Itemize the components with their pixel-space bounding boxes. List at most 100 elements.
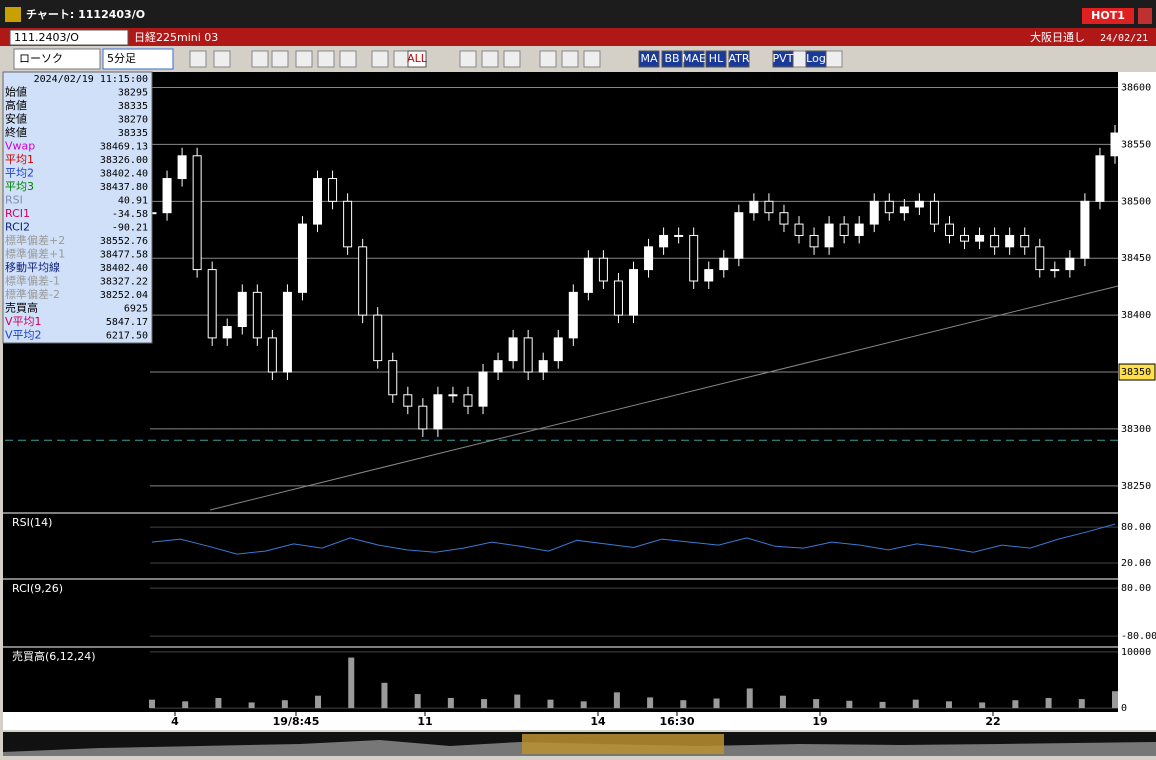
interval-select[interactable] bbox=[102, 48, 174, 70]
volume-bar bbox=[945, 701, 952, 709]
tool-icon[interactable] bbox=[271, 50, 289, 68]
info-label: 高値 bbox=[5, 98, 27, 112]
interval-select-text[interactable]: 5分足 bbox=[107, 52, 136, 65]
volume-bar bbox=[979, 702, 986, 709]
info-value: 38437.80 bbox=[100, 182, 148, 193]
tool-icon[interactable] bbox=[317, 50, 335, 68]
candle-body bbox=[463, 394, 473, 407]
volume-bar bbox=[1112, 691, 1118, 709]
info-value: 38295 bbox=[118, 88, 148, 99]
tool-icon[interactable] bbox=[459, 50, 477, 68]
y-tick-label: -80.00 bbox=[1121, 631, 1156, 642]
header-date: 24/02/21 bbox=[1100, 33, 1148, 44]
info-value: 38270 bbox=[118, 115, 148, 126]
candle-body bbox=[598, 257, 608, 282]
rsi-line bbox=[151, 523, 1116, 555]
tool-icon[interactable] bbox=[371, 50, 389, 68]
tool-button[interactable] bbox=[805, 50, 827, 68]
candle-body bbox=[704, 269, 714, 282]
tool-icon[interactable] bbox=[339, 50, 357, 68]
candle-body bbox=[553, 337, 563, 362]
candle-body bbox=[297, 223, 307, 293]
info-value: 38469.13 bbox=[100, 142, 148, 153]
style-select[interactable] bbox=[13, 48, 101, 70]
x-tick-label: 4 bbox=[171, 715, 179, 728]
candle-body bbox=[403, 394, 413, 407]
info-value: 38326.00 bbox=[100, 155, 148, 166]
candle-body bbox=[538, 360, 548, 373]
tool-button[interactable] bbox=[728, 50, 750, 68]
info-value: 38252.04 bbox=[100, 290, 148, 301]
candle-body bbox=[433, 394, 443, 430]
candle-body bbox=[192, 155, 202, 271]
tool-button-label[interactable]: Log bbox=[806, 52, 826, 65]
tool-button-label[interactable]: MAE bbox=[682, 52, 706, 65]
code-input[interactable] bbox=[9, 29, 129, 46]
tool-button[interactable] bbox=[638, 50, 660, 68]
tool-button-label[interactable]: BB bbox=[664, 52, 679, 65]
info-value: -34.58 bbox=[112, 209, 148, 220]
header-bar bbox=[0, 28, 1156, 46]
candle-body bbox=[237, 291, 247, 328]
candle-body bbox=[418, 405, 428, 430]
candle-body bbox=[869, 200, 879, 225]
app-icon bbox=[5, 7, 21, 22]
volume-bar bbox=[547, 699, 554, 709]
tool-icon[interactable] bbox=[561, 50, 579, 68]
tool-button[interactable] bbox=[661, 50, 683, 68]
tool-icon[interactable] bbox=[295, 50, 313, 68]
candle-body bbox=[929, 200, 939, 225]
volume-bar bbox=[613, 692, 620, 709]
volume-bar bbox=[1078, 699, 1085, 709]
tool-icon[interactable] bbox=[251, 50, 269, 68]
tool-button-label[interactable]: MA bbox=[640, 52, 657, 65]
tool-button-label[interactable]: ALL bbox=[407, 52, 428, 65]
tool-icon[interactable] bbox=[213, 50, 231, 68]
candle-body bbox=[809, 234, 819, 248]
tool-icon[interactable] bbox=[503, 50, 521, 68]
tool-button-label[interactable]: HL bbox=[709, 52, 724, 65]
code-text[interactable]: 111.2403/O bbox=[14, 31, 79, 44]
tool-button-label[interactable]: ATR bbox=[728, 52, 749, 65]
price-axis-bg bbox=[1118, 72, 1156, 712]
info-value: 38335 bbox=[118, 128, 148, 139]
tool-button[interactable] bbox=[705, 50, 727, 68]
y-tick-label: 10000 bbox=[1121, 647, 1151, 658]
candle-body bbox=[613, 280, 623, 316]
volume-bar bbox=[846, 700, 853, 709]
info-label: 終値 bbox=[5, 125, 27, 139]
style-select-text[interactable]: ローソク bbox=[19, 52, 63, 65]
info-value: 38335 bbox=[118, 101, 148, 112]
tool-icon[interactable] bbox=[825, 50, 843, 68]
hot-badge-text[interactable]: HOT1 bbox=[1091, 9, 1125, 22]
navigator-thumb[interactable] bbox=[522, 734, 724, 754]
candle-body bbox=[779, 212, 789, 225]
tool-button[interactable] bbox=[772, 50, 794, 68]
y-tick-label: 38600 bbox=[1121, 83, 1151, 94]
tool-button[interactable] bbox=[683, 50, 705, 68]
candle-body bbox=[899, 206, 909, 214]
info-value: 5847.17 bbox=[106, 317, 148, 328]
panel-title: RCI(9,26) bbox=[12, 582, 63, 595]
tool-button[interactable] bbox=[407, 50, 427, 68]
candle-body bbox=[1035, 246, 1045, 271]
volume-bar bbox=[680, 700, 687, 709]
volume-bar bbox=[414, 694, 421, 709]
tool-icon[interactable] bbox=[481, 50, 499, 68]
tool-icon[interactable] bbox=[539, 50, 557, 68]
close-button[interactable] bbox=[1138, 8, 1152, 24]
volume-bar bbox=[912, 699, 919, 709]
tool-icon[interactable] bbox=[583, 50, 601, 68]
current-price-box bbox=[1118, 363, 1156, 381]
candle-body bbox=[448, 394, 458, 397]
info-label: RCI2 bbox=[5, 221, 30, 234]
candle-body bbox=[1065, 257, 1075, 271]
candle-body bbox=[1050, 269, 1060, 272]
tool-icon[interactable] bbox=[189, 50, 207, 68]
volume-bar bbox=[348, 657, 355, 709]
candle-body bbox=[749, 200, 759, 214]
tool-button-label[interactable]: PVT bbox=[773, 52, 794, 65]
hot-badge[interactable] bbox=[1082, 8, 1134, 24]
